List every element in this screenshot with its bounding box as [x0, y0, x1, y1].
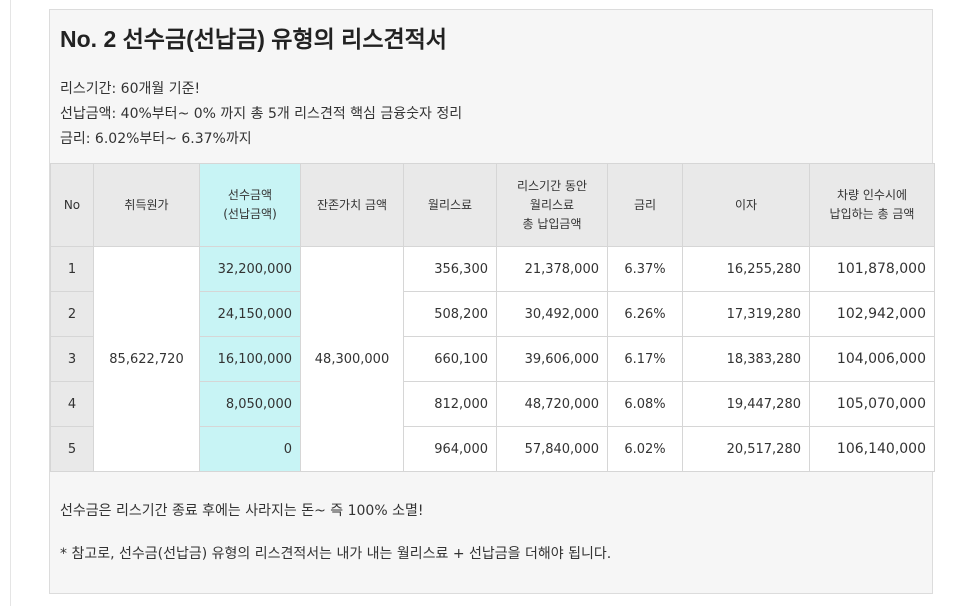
row-no: 4 — [50, 381, 94, 427]
total-paid-cell: 48,720,000 — [496, 381, 608, 427]
table-header-row: No 취득원가 선수금액 (선납금액) 잔존가치 금액 월리스료 리스기간 동안… — [50, 163, 935, 247]
lease-quote-card: No. 2 선수금(선납금) 유형의 리스견적서 리스기간: 60개월 기준! … — [49, 9, 935, 594]
header-grand-total-line2: 납입하는 총 금액 — [829, 207, 915, 221]
row-no: 3 — [50, 336, 94, 382]
header-total-paid-line1: 리스기간 동안 — [516, 178, 588, 193]
note-reference: * 참고로, 선수금(선납금) 유형의 리스견적서는 내가 내는 월리스료 + … — [60, 546, 612, 562]
deposit-cell: 16,100,000 — [199, 336, 301, 382]
header-deposit-line2: (선납금액) — [223, 207, 277, 221]
header-deposit: 선수금액 (선납금액) — [199, 163, 301, 247]
monthly-cell: 508,200 — [403, 291, 497, 337]
rate-cell: 6.17% — [607, 336, 683, 382]
grand-total-cell: 106,140,000 — [809, 426, 935, 472]
table-row: 5 0 964,000 57,840,000 6.02% 20,517,280 … — [50, 426, 935, 472]
lease-quote-table: No 취득원가 선수금액 (선납금액) 잔존가치 금액 월리스료 리스기간 동안… — [50, 163, 935, 472]
monthly-cell: 356,300 — [403, 246, 497, 292]
intro-deposit-range: 선납금액: 40%부터~ 0% 까지 총 5개 리스견적 핵심 금융숫자 정리 — [60, 106, 463, 122]
header-interest: 이자 — [682, 163, 810, 247]
interest-cell: 20,517,280 — [682, 426, 810, 472]
total-paid-cell: 57,840,000 — [496, 426, 608, 472]
grand-total-cell: 102,942,000 — [809, 291, 935, 337]
header-grand-total-line1: 차량 인수시에 — [836, 188, 908, 202]
grand-total-cell: 105,070,000 — [809, 381, 935, 427]
table-row: 1 85,622,720 32,200,000 48,300,000 356,3… — [50, 246, 935, 472]
interest-cell: 19,447,280 — [682, 381, 810, 427]
page-title: No. 2 선수금(선납금) 유형의 리스견적서 — [60, 26, 447, 52]
row-no: 5 — [50, 426, 94, 472]
header-no: No — [50, 163, 94, 247]
grand-total-cell: 101,878,000 — [809, 246, 935, 292]
header-total-paid-line2: 월리스료 — [529, 197, 575, 212]
header-total-paid: 리스기간 동안 월리스료 총 납입금액 — [496, 163, 608, 247]
deposit-cell: 0 — [199, 426, 301, 472]
total-paid-cell: 30,492,000 — [496, 291, 608, 337]
header-grand-total: 차량 인수시에 납입하는 총 금액 — [809, 163, 935, 247]
interest-cell: 17,319,280 — [682, 291, 810, 337]
header-total-paid-line3: 총 납입금액 — [522, 216, 582, 231]
page-left-border — [10, 0, 11, 606]
rate-cell: 6.08% — [607, 381, 683, 427]
header-monthly-payment: 월리스료 — [403, 163, 497, 247]
total-paid-cell: 21,378,000 — [496, 246, 608, 292]
row-no: 2 — [50, 291, 94, 337]
deposit-cell: 32,200,000 — [199, 246, 301, 292]
row-no: 1 — [50, 246, 94, 292]
header-acquisition-cost: 취득원가 — [93, 163, 200, 247]
table-row: 4 8,050,000 812,000 48,720,000 6.08% 19,… — [50, 381, 935, 427]
rate-cell: 6.02% — [607, 426, 683, 472]
header-rate: 금리 — [607, 163, 683, 247]
note-deposit-expiry: 선수금은 리스기간 종료 후에는 사라지는 돈~ 즉 100% 소멸! — [60, 503, 424, 519]
table-row: 3 16,100,000 660,100 39,606,000 6.17% 18… — [50, 336, 935, 382]
intro-text: 리스기간: 60개월 기준! 선납금액: 40%부터~ 0% 까지 총 5개 리… — [60, 77, 462, 152]
table-row: 2 24,150,000 508,200 30,492,000 6.26% 17… — [50, 291, 935, 337]
grand-total-cell: 104,006,000 — [809, 336, 935, 382]
total-paid-cell: 39,606,000 — [496, 336, 608, 382]
intro-interest-range: 금리: 6.02%부터~ 6.37%까지 — [60, 131, 252, 147]
residual-value-cell: 48,300,000 — [300, 246, 404, 472]
monthly-cell: 660,100 — [403, 336, 497, 382]
monthly-cell: 964,000 — [403, 426, 497, 472]
header-deposit-line1: 선수금액 — [227, 188, 273, 202]
acquisition-cost-cell: 85,622,720 — [93, 246, 200, 472]
interest-cell: 16,255,280 — [682, 246, 810, 292]
intro-lease-period: 리스기간: 60개월 기준! — [60, 81, 201, 97]
rate-cell: 6.37% — [607, 246, 683, 292]
deposit-cell: 8,050,000 — [199, 381, 301, 427]
monthly-cell: 812,000 — [403, 381, 497, 427]
header-residual-value: 잔존가치 금액 — [300, 163, 404, 247]
deposit-cell: 24,150,000 — [199, 291, 301, 337]
rate-cell: 6.26% — [607, 291, 683, 337]
interest-cell: 18,383,280 — [682, 336, 810, 382]
